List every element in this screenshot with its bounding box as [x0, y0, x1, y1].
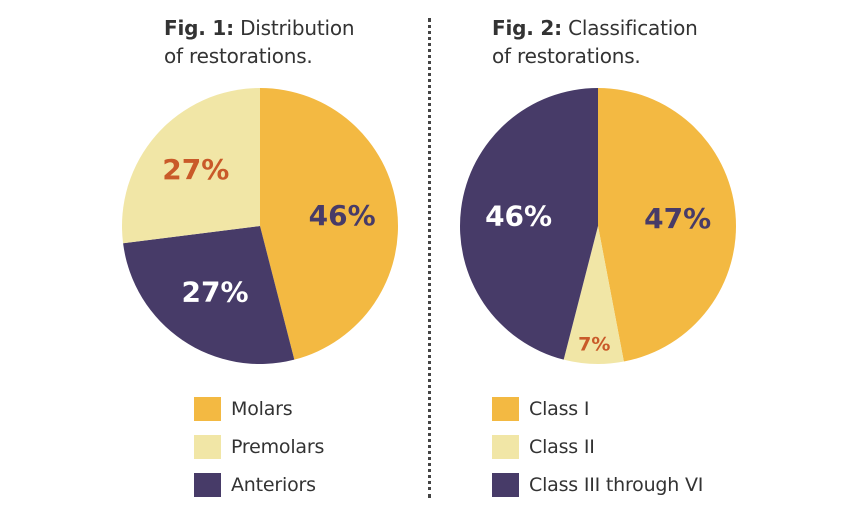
legend-swatch — [194, 435, 221, 459]
legend-label: Premolars — [231, 436, 325, 458]
legend-item-class-i: Class I — [492, 396, 703, 422]
legend-swatch — [492, 473, 519, 497]
slice-label: 27% — [162, 153, 229, 186]
legend-item-molars: Molars — [194, 396, 324, 422]
legend-swatch — [194, 397, 221, 421]
figure-2-title-line2: of restorations. — [492, 44, 641, 68]
legend-swatch — [492, 397, 519, 421]
slice-label: 47% — [644, 202, 711, 235]
legend-item-anteriors: Anteriors — [194, 472, 324, 498]
legend-label: Class II — [529, 436, 595, 458]
pie-slice-class-ii — [563, 226, 624, 365]
figure-2: Fig. 2: Classification of restorations. … — [440, 0, 840, 527]
slice-label: 7% — [578, 334, 610, 356]
legend-label: Class III through VI — [529, 474, 704, 496]
figure-1: Fig. 1: Distribution of restorations. 46… — [40, 0, 440, 527]
figure-1-title: Fig. 1: Distribution of restorations. — [164, 14, 355, 70]
figure-2-number: Fig. 2: — [492, 16, 562, 40]
legend-label: Molars — [231, 398, 293, 420]
slice-label: 46% — [485, 199, 552, 232]
legend-1: Molars Premolars Anteriors — [194, 396, 324, 510]
legend-swatch — [194, 473, 221, 497]
legend-2: Class I Class II Class III through VI — [492, 396, 703, 510]
legend-item-premolars: Premolars — [194, 434, 324, 460]
pie-chart-1: 46% 27% 27% — [122, 88, 399, 365]
pie-slice-premolars — [122, 88, 260, 244]
pie-chart-2: 47% 7% 46% — [459, 88, 737, 365]
pie-slice-anteriors — [123, 226, 295, 365]
slice-label: 27% — [181, 276, 248, 309]
legend-item-class-iii-vi: Class III through VI — [492, 472, 703, 498]
figure-2-title: Fig. 2: Classification of restorations. — [492, 14, 698, 70]
pie-slice-molars — [260, 88, 399, 360]
figure-2-title-line1: Classification — [568, 16, 698, 40]
legend-swatch — [492, 435, 519, 459]
pie-slice-class-i — [598, 88, 737, 362]
legend-label: Anteriors — [231, 474, 316, 496]
figure-1-title-line1: Distribution — [240, 16, 355, 40]
pie-slice-class-iii-through-vi — [459, 88, 598, 360]
figure-1-title-line2: of restorations. — [164, 44, 313, 68]
legend-item-class-ii: Class II — [492, 434, 703, 460]
dotted-divider — [428, 18, 431, 498]
slice-label: 46% — [309, 199, 376, 232]
legend-label: Class I — [529, 398, 590, 420]
figure-1-number: Fig. 1: — [164, 16, 234, 40]
